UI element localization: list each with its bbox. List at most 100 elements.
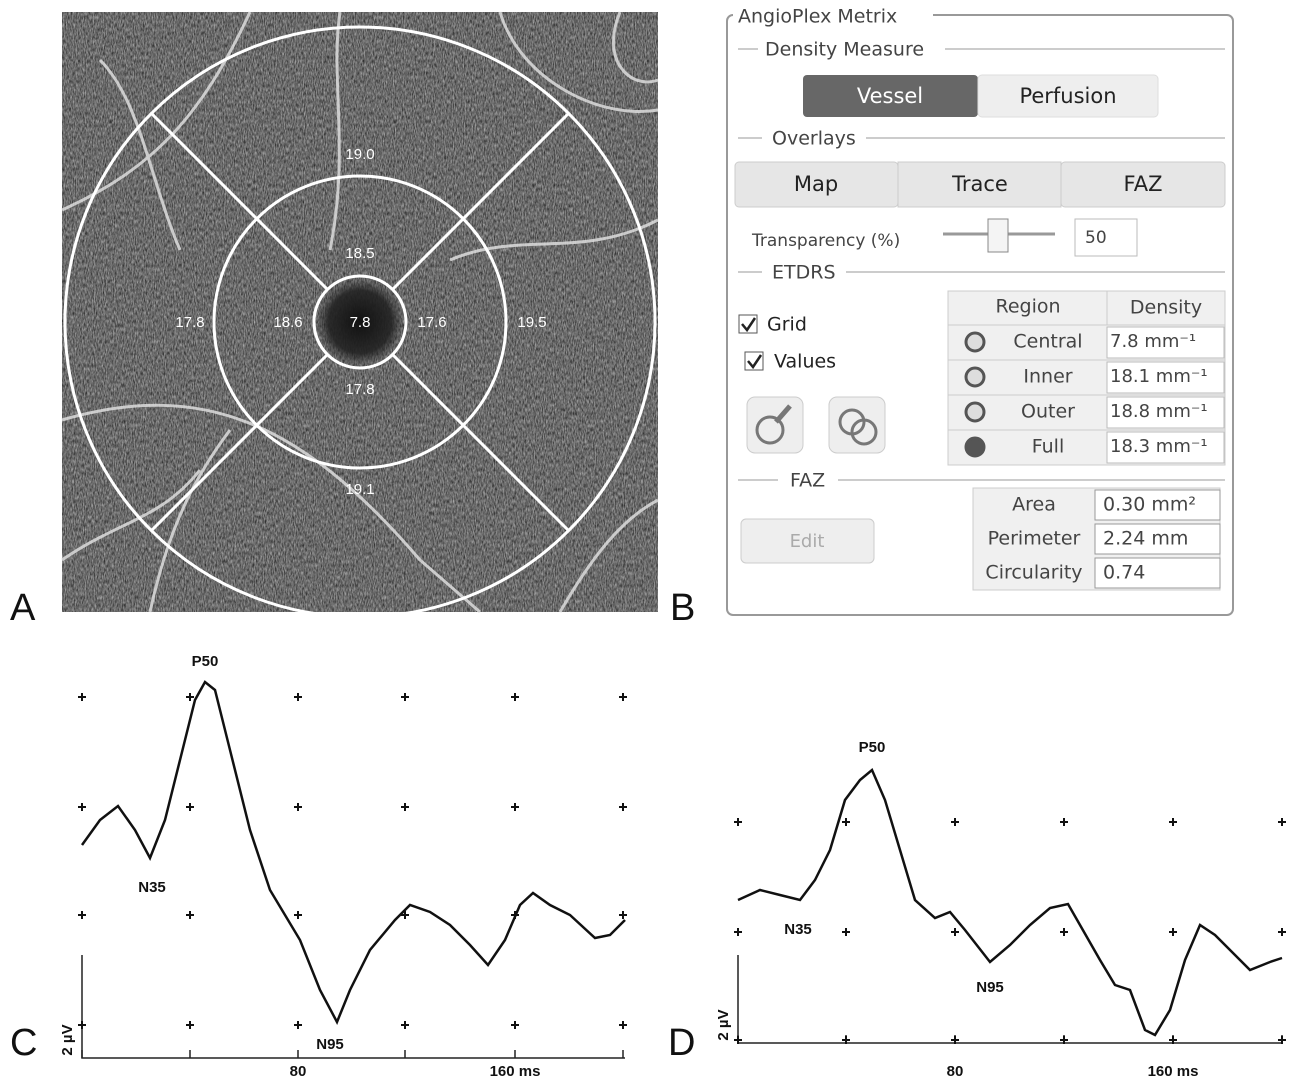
y-label: 2 µV (59, 1024, 76, 1055)
grid-marker (842, 818, 850, 826)
grid-marker (951, 928, 959, 936)
grid-marker (1169, 928, 1177, 936)
figure: 19.0 18.5 17.8 18.6 7.8 17.6 19.5 17.8 1… (0, 0, 1299, 1080)
peak-label: N95 (976, 979, 1004, 996)
faz-name: Perimeter (988, 528, 1081, 550)
grid-marker (511, 803, 519, 811)
slider-thumb[interactable] (988, 219, 1008, 252)
grid-marker (1169, 818, 1177, 826)
region-icon (966, 438, 984, 456)
grid-marker (294, 803, 302, 811)
grid-marker (842, 928, 850, 936)
perg-d: P50 N35 N95 80 160 ms 2 µV (715, 739, 1286, 1080)
peak-label: N35 (784, 921, 812, 938)
checkbox-label: Values (774, 351, 836, 373)
density-value: 7.8 mm⁻¹ (1110, 331, 1196, 352)
waveform (738, 770, 1282, 1035)
checkbox-label: Grid (767, 314, 807, 336)
x-label: 160 ms (490, 1063, 541, 1080)
grid-marker (294, 1021, 302, 1029)
grid-marker (78, 693, 86, 701)
grid-marker (1278, 928, 1286, 936)
waveform (82, 682, 625, 1022)
icon-button[interactable] (747, 397, 803, 453)
etdrs-value: 18.6 (273, 314, 302, 331)
button-label: Map (794, 172, 838, 196)
x-label: 80 (947, 1063, 964, 1080)
grid-marker (1060, 818, 1068, 826)
faz-value: 0.74 (1103, 562, 1145, 584)
octa-image: 19.0 18.5 17.8 18.6 7.8 17.6 19.5 17.8 1… (62, 12, 658, 617)
etdrs-value: 18.5 (345, 245, 374, 262)
grid-marker (294, 911, 302, 919)
etdrs-value: 19.0 (345, 146, 374, 163)
section-title: FAZ (790, 470, 825, 492)
axes (738, 955, 1282, 1043)
density-value: 18.8 mm⁻¹ (1110, 401, 1208, 422)
etdrs-value: 19.1 (345, 481, 374, 498)
panel-label: D (668, 1022, 695, 1064)
grid-marker (186, 803, 194, 811)
grid-marker (1060, 928, 1068, 936)
grid-marker (401, 693, 409, 701)
faz-name: Circularity (985, 562, 1082, 584)
grid-marker (511, 1021, 519, 1029)
button-label: Edit (790, 531, 825, 552)
transparency-value: 50 (1085, 228, 1107, 248)
section-title: Overlays (772, 128, 856, 150)
grid-marker (1278, 818, 1286, 826)
etdrs-value: 17.8 (175, 314, 204, 331)
region-icon (966, 403, 984, 421)
region-name: Outer (1021, 401, 1075, 423)
x-label: 160 ms (1148, 1063, 1199, 1080)
axes (82, 955, 625, 1058)
grid-marker (294, 693, 302, 701)
grid-marker (186, 693, 194, 701)
density-value: 18.3 mm⁻¹ (1110, 436, 1208, 457)
angioplex-panel: AngioPlex Metrix Density Measure Vessel … (727, 4, 1233, 615)
transparency-label: Transparency (%) (751, 231, 900, 251)
region-name: Inner (1023, 366, 1072, 388)
region-icon (966, 333, 984, 351)
y-label: 2 µV (715, 1009, 732, 1040)
faz-value: 2.24 mm (1103, 528, 1188, 550)
grid-marker (619, 911, 627, 919)
etdrs-value: 17.6 (417, 314, 446, 331)
grid-marker (734, 928, 742, 936)
grid-marker (78, 911, 86, 919)
region-name: Central (1013, 331, 1082, 353)
grid-marker (78, 803, 86, 811)
etdrs-value: 19.5 (517, 314, 546, 331)
button-label: Perfusion (1019, 84, 1116, 108)
region-icon (966, 368, 984, 386)
grid-marker (401, 1021, 409, 1029)
panel-label: C (10, 1022, 37, 1064)
perg-c: P50 N35 N95 80 160 ms 2 µV (59, 653, 627, 1080)
button-label: FAZ (1124, 172, 1163, 196)
grid-marker (619, 1021, 627, 1029)
peak-label: P50 (192, 653, 219, 670)
panel-label: A (10, 587, 36, 629)
table-header: Density (1130, 297, 1202, 319)
x-label: 80 (290, 1063, 307, 1080)
button-label: Vessel (857, 84, 923, 108)
panel-label: B (670, 587, 695, 629)
grid-marker (511, 693, 519, 701)
etdrs-value: 17.8 (345, 381, 374, 398)
grid-marker (401, 803, 409, 811)
section-title: ETDRS (772, 262, 836, 284)
peak-label: N35 (138, 879, 166, 896)
grid-marker (186, 1021, 194, 1029)
grid-marker (951, 818, 959, 826)
faz-name: Area (1012, 494, 1056, 516)
grid-marker (734, 818, 742, 826)
section-title: Density Measure (765, 39, 924, 61)
peak-label: N95 (316, 1036, 344, 1053)
grid-marker (619, 803, 627, 811)
peak-label: P50 (859, 739, 886, 756)
grid-marker (78, 1021, 86, 1029)
region-name: Full (1032, 436, 1065, 458)
icon-button[interactable] (829, 397, 885, 453)
